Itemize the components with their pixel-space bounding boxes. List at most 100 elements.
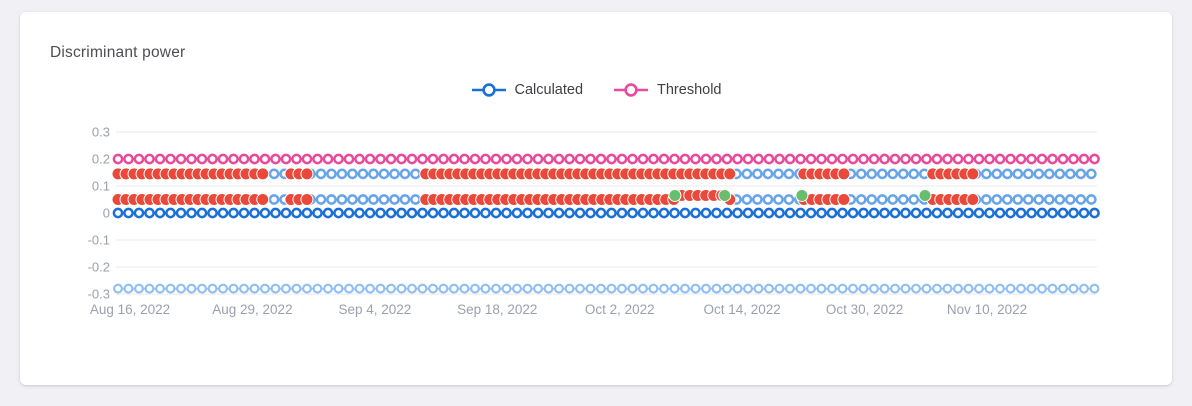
status-band-lower-ok-point	[908, 194, 920, 205]
status-band-upper-ok-point	[980, 168, 992, 180]
threshold-point	[942, 153, 953, 165]
threshold-point	[553, 153, 565, 165]
lower-band-point	[784, 283, 795, 294]
calculated-point	[186, 207, 197, 219]
discriminant-power-card: Discriminant power Calculated Threshold …	[20, 12, 1172, 385]
threshold-point	[690, 153, 701, 165]
x-tick-label: Oct 14, 2022	[703, 302, 780, 317]
lower-band-point	[679, 283, 690, 294]
lower-band-point	[449, 283, 460, 294]
calculated-point	[711, 207, 722, 219]
calculated-point	[637, 207, 649, 219]
lower-band-point	[690, 283, 701, 294]
y-tick-label: 0.2	[92, 152, 110, 167]
calculated-point	[774, 207, 785, 219]
lower-band-point	[375, 283, 386, 294]
lower-band-point	[270, 283, 281, 294]
lower-band-point	[847, 283, 858, 294]
calculated-point	[1078, 207, 1090, 219]
threshold-point	[522, 153, 533, 165]
status-band-lower-ok-point	[1075, 194, 1087, 205]
calculated-point	[679, 207, 691, 219]
lower-band-point	[585, 283, 596, 294]
calculated-point	[438, 207, 449, 219]
status-band-upper-alert-point	[256, 167, 270, 181]
calculated-point	[984, 207, 995, 219]
threshold-point	[963, 153, 974, 165]
status-band-lower-ok-point	[1064, 194, 1076, 205]
threshold-point	[343, 153, 355, 165]
threshold-point	[1015, 153, 1027, 165]
calculated-point	[952, 207, 964, 219]
status-band-lower-ok-point	[752, 194, 763, 205]
calculated-point	[595, 207, 607, 219]
chart-title: Discriminant power	[50, 44, 186, 61]
status-band-lower-ok-point	[876, 194, 888, 205]
legend-item-calculated[interactable]: Calculated	[471, 82, 583, 98]
threshold-point	[616, 153, 628, 165]
lower-band-point	[417, 283, 428, 294]
lower-band-point	[973, 283, 984, 294]
threshold-point	[910, 153, 922, 165]
threshold-point	[648, 153, 659, 165]
status-band-upper-ok-point	[773, 168, 784, 180]
lower-band-point	[260, 283, 271, 294]
calculated-point	[574, 207, 586, 219]
legend-label-threshold: Threshold	[657, 82, 722, 98]
calculated-point	[648, 207, 659, 219]
status-band-upper-ok-point	[410, 168, 421, 180]
legend-item-threshold[interactable]: Threshold	[613, 82, 722, 98]
chart-legend: Calculated Threshold	[20, 82, 1172, 98]
status-band-lower-recovered-point	[918, 188, 932, 202]
calculated-point	[627, 207, 638, 219]
calculated-point	[301, 207, 313, 219]
status-band-lower-recovered-point	[668, 188, 682, 202]
calculated-point	[942, 207, 953, 219]
threshold-point	[228, 153, 239, 165]
calculated-point	[585, 207, 596, 219]
lower-band-point	[1005, 283, 1016, 294]
lower-band-point	[606, 283, 617, 294]
threshold-point	[123, 153, 134, 165]
threshold-point	[112, 153, 124, 165]
status-band-upper-ok-point	[389, 168, 400, 180]
calculated-point	[721, 207, 733, 219]
status-band-upper-ok-point	[1001, 168, 1013, 180]
lower-band-point	[197, 283, 208, 294]
status-band-lower-ok-point	[326, 194, 337, 205]
calculated-point	[249, 207, 260, 219]
lower-band-point	[931, 283, 942, 294]
status-band-lower-ok-point	[1043, 194, 1055, 205]
lower-band-point	[837, 283, 848, 294]
status-band-lower-alert-point	[256, 193, 270, 206]
threshold-point	[406, 153, 418, 165]
threshold-point	[1026, 153, 1037, 165]
threshold-point	[564, 153, 575, 165]
lower-band-point	[207, 283, 218, 294]
threshold-point	[721, 153, 733, 165]
calculated-point	[280, 207, 292, 219]
threshold-point	[658, 153, 670, 165]
calculated-point	[207, 207, 218, 219]
status-band-upper-ok-point	[908, 168, 920, 180]
calculated-point	[259, 207, 271, 219]
status-band-upper-ok-point	[1012, 168, 1024, 180]
calculated-point	[1026, 207, 1037, 219]
calculated-point	[364, 207, 376, 219]
status-band-lower-ok-point	[368, 194, 379, 205]
status-band-upper-ok-point	[855, 168, 867, 180]
lower-band-point	[480, 283, 491, 294]
calculated-point	[217, 207, 229, 219]
calculated-point	[889, 207, 901, 219]
status-band-lower-ok-point	[1001, 194, 1013, 205]
threshold-point	[994, 153, 1006, 165]
threshold-point	[921, 153, 932, 165]
lower-band-point	[112, 283, 123, 294]
calculated-point	[606, 207, 617, 219]
lower-band-point	[732, 283, 743, 294]
calculated-point	[784, 207, 796, 219]
calculated-point	[732, 207, 743, 219]
calculated-point	[553, 207, 565, 219]
